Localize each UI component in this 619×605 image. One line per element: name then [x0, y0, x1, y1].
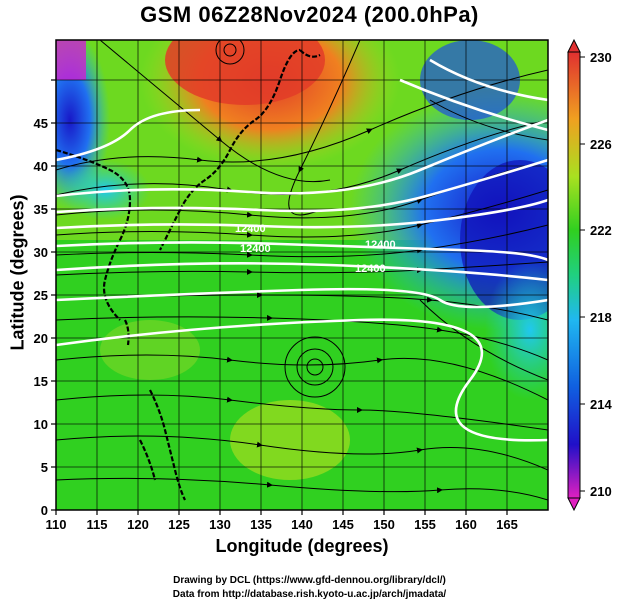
y-tick-label: 10 [34, 417, 48, 432]
contour-label: 12400 [355, 263, 386, 275]
x-tick-label: 110 [46, 517, 67, 532]
x-tick-label: 165 [496, 517, 518, 532]
colorbar-top-arrow [567, 38, 581, 53]
colorbar-tick-label: 218 [590, 310, 612, 325]
credit-drawing: Drawing by DCL (https://www.gfd-dennou.o… [173, 575, 446, 586]
y-tick-label: 20 [34, 331, 48, 346]
colorbar-tick-label: 230 [590, 50, 612, 65]
y-axis-label: Latitude (degrees) [7, 194, 28, 351]
contour-label: 12400 [240, 243, 271, 255]
colorbar-tick-label: 210 [590, 484, 612, 499]
x-tick-label: 145 [332, 517, 354, 532]
y-tick-label: 35 [34, 202, 48, 217]
geopotential-contours [56, 58, 548, 442]
y-tick-label: 5 [41, 460, 48, 475]
y-tick-label: 0 [41, 503, 48, 518]
y-tick-label: 40 [34, 159, 48, 174]
x-tick-label: 115 [87, 517, 108, 532]
colorbar-tick-label: 214 [590, 397, 612, 412]
colorbar-tick-label: 226 [590, 137, 612, 152]
map-field: 12400 12400 12400 12400 [56, 40, 548, 510]
coastlines [56, 48, 321, 501]
y-tick-label: 25 [34, 288, 48, 303]
colorbar-bottom-arrow [567, 497, 581, 512]
x-tick-label: 155 [414, 517, 436, 532]
x-tick-label: 130 [209, 517, 231, 532]
x-tick-label: 150 [373, 517, 395, 532]
contour-label: 12400 [365, 239, 396, 251]
x-tick-label: 160 [455, 517, 477, 532]
x-axis-label: Longitude (degrees) [215, 536, 389, 556]
x-tick-label: 120 [127, 517, 149, 532]
contour-label: 12400 [235, 223, 266, 235]
grid-lines [56, 40, 548, 510]
credit-data-source: Data from http://database.rish.kyoto-u.a… [172, 589, 447, 600]
colorbar-tick-label: 222 [590, 223, 612, 238]
x-tick-label: 125 [168, 517, 190, 532]
colorbar: 230 226 222 218 214 210 [567, 38, 612, 512]
y-tick-label: 15 [34, 374, 48, 389]
map-title: GSM 06Z28Nov2024 (200.0hPa) [140, 2, 479, 27]
x-tick-label: 140 [291, 517, 313, 532]
x-tick-label: 135 [250, 517, 272, 532]
y-tick-label: 45 [34, 116, 48, 131]
y-tick-label: 30 [34, 245, 48, 260]
